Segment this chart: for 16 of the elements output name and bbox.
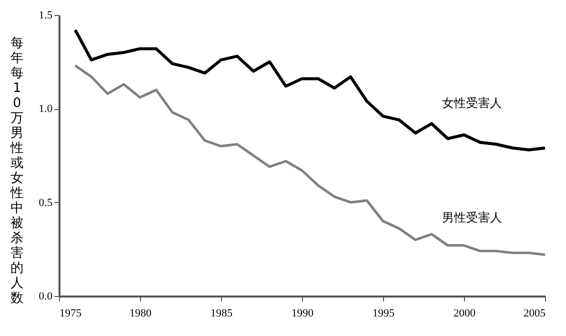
x-tick-label: 2005 (524, 308, 546, 320)
text: 每年每10万男性或女性中被杀害的人数 (10, 36, 24, 306)
y-tick-label: 1.5 (38, 10, 53, 22)
series-label: 女性受害人 (442, 96, 502, 110)
x-tick-label: 1995 (372, 308, 395, 320)
x-tick-label: 2000 (454, 308, 476, 320)
x-tick-label: 1990 (292, 308, 314, 320)
y-tick-label: 0.5 (38, 196, 53, 209)
x-tick-label: 1980 (130, 308, 152, 320)
line-series (74, 28, 546, 152)
x-tick-label: 1975 (60, 308, 82, 320)
y-tick-label: 0.0 (38, 290, 53, 302)
line-series (74, 64, 546, 256)
x-tick-label: 1985 (210, 308, 233, 320)
y-tick-label: 1.0 (38, 103, 53, 116)
series-label: 男性受害人 (442, 210, 502, 224)
